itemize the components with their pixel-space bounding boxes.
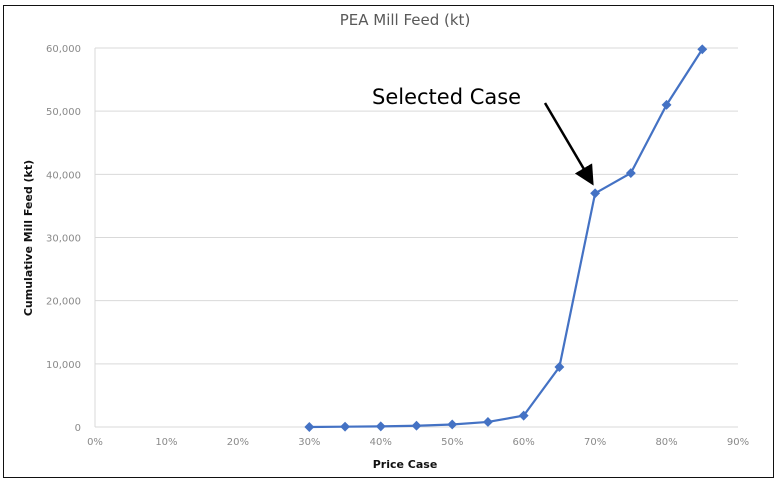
data-point — [518, 410, 529, 421]
chart-frame — [3, 5, 774, 478]
data-point — [447, 419, 458, 430]
data-point — [590, 188, 601, 199]
data-point — [375, 421, 386, 432]
x-axis-label: Price Case — [373, 458, 438, 471]
data-point — [482, 416, 493, 427]
x-tick-label: 20% — [227, 437, 249, 448]
x-tick-label: 0% — [87, 437, 103, 448]
x-tick-label: 60% — [513, 437, 535, 448]
y-axis-label: Cumulative Mill Feed (kt) — [22, 160, 35, 316]
y-tick-label: 40,000 — [46, 170, 81, 181]
y-tick-label: 60,000 — [46, 44, 81, 55]
series-line — [309, 48, 704, 429]
data-point — [411, 420, 422, 431]
x-tick-label: 80% — [655, 437, 677, 448]
data-point — [554, 362, 565, 372]
data-point — [661, 99, 672, 110]
annotation-arrow — [543, 102, 594, 186]
x-tick-label: 90% — [727, 437, 749, 448]
y-tick-label: 50,000 — [46, 107, 81, 118]
x-tick-label: 10% — [155, 437, 177, 448]
x-tick-label: 50% — [441, 437, 463, 448]
y-tick-label: 10,000 — [46, 360, 81, 371]
x-tick-label: 40% — [370, 437, 392, 448]
data-point — [625, 168, 636, 179]
chart-title: PEA Mill Feed (kt) — [340, 11, 471, 29]
data-point — [697, 44, 708, 55]
data-point — [304, 422, 315, 432]
y-tick-label: 30,000 — [46, 234, 81, 245]
y-tick-label: 0 — [75, 423, 81, 434]
annotation-label: Selected Case — [372, 85, 521, 109]
data-point — [340, 421, 351, 432]
x-tick-label: 70% — [584, 437, 606, 448]
x-tick-label: 30% — [298, 437, 320, 448]
y-tick-label: 20,000 — [46, 297, 81, 308]
